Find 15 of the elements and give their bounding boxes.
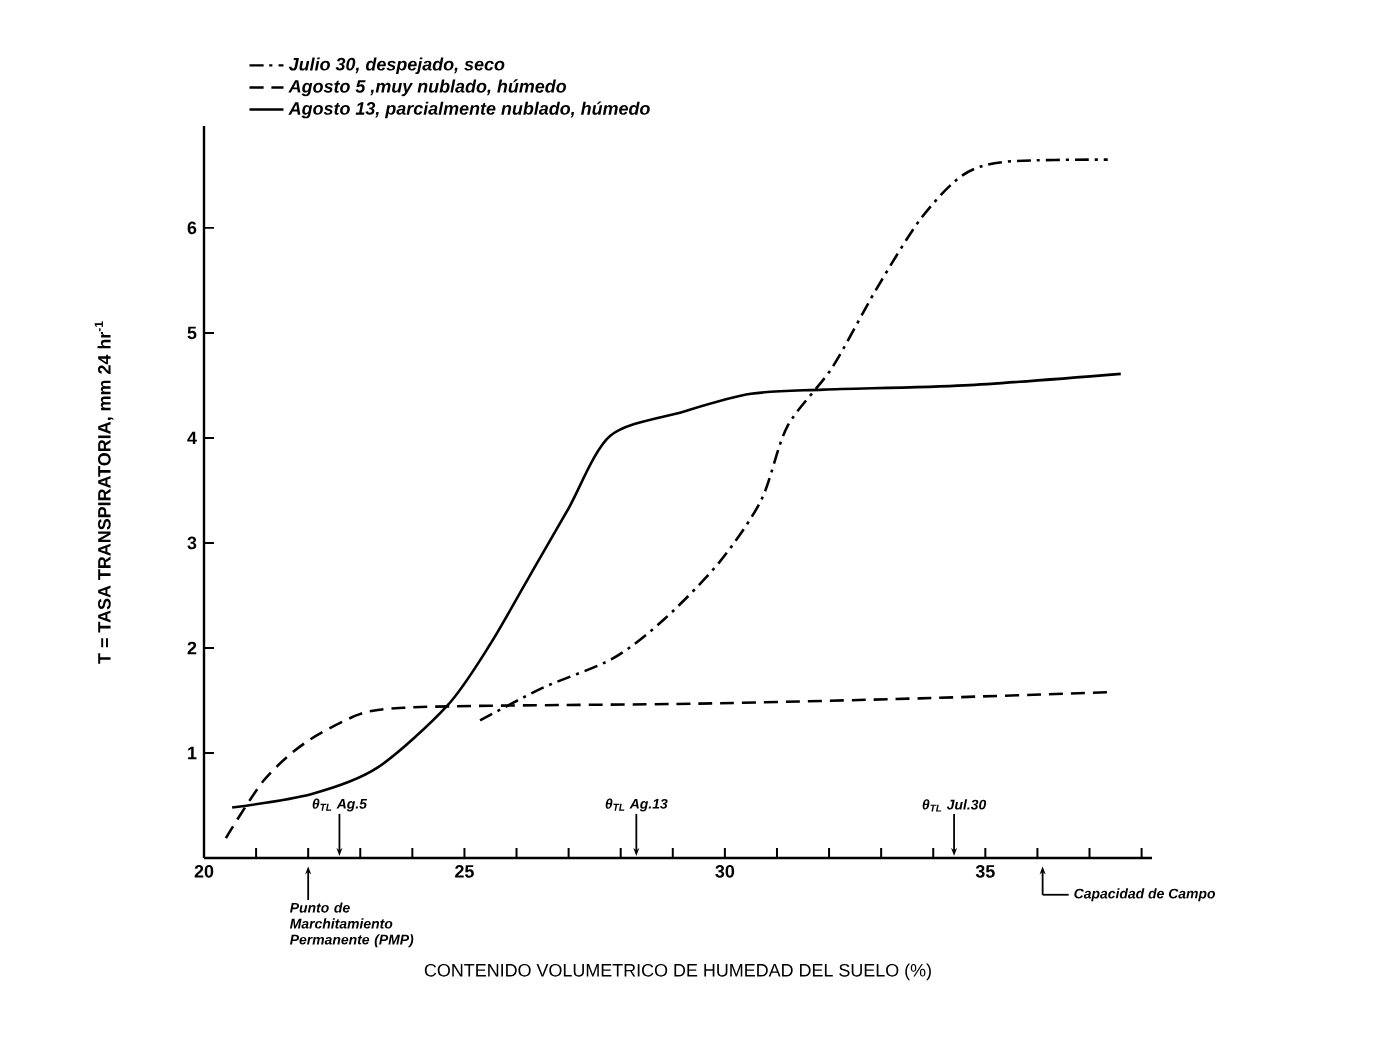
legend-label: Agosto 13, parcialmente nublado, húmedo [288,101,650,119]
y-tick-label: 6 [187,221,197,235]
y-tick-label: 2 [187,641,197,655]
x-tick-label: 20 [194,865,214,878]
x-tick-label: 25 [455,865,474,878]
y-tick-label: 1 [188,746,197,760]
x-axis-title: CONTENIDO VOLUMETRICO DE HUMEDAD DEL SUELO (%) [424,963,931,981]
legend-label: Agosto 5 ,muy nublado, húmedo [288,79,567,97]
legend-label: Julio 30, despejado, seco [288,57,505,75]
y-tick-label: 3 [187,536,197,550]
y-tick-label: 5 [187,326,197,340]
x-tick-label: 30 [715,865,735,878]
x-tick-label: 35 [975,865,995,878]
y-tick-label: 4 [187,431,197,445]
y-axis-title: T = TASA TRANSPIRATORIA, mm 24 hr$^{-1}$ [94,321,114,664]
